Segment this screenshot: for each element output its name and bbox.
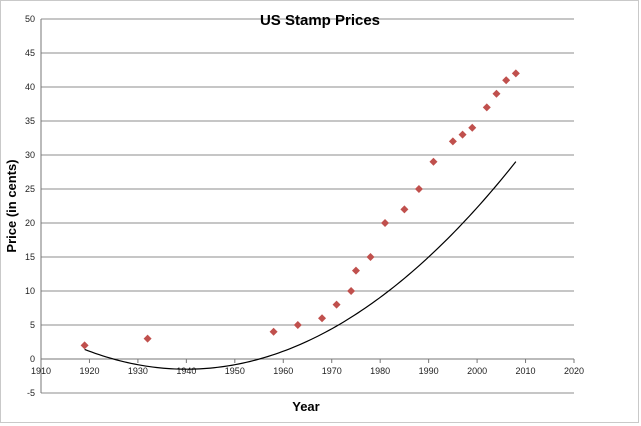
trendline-layer <box>84 161 517 370</box>
data-point <box>458 130 467 139</box>
y-tick-label: 35 <box>25 116 35 126</box>
x-tick-label: 1940 <box>176 366 196 376</box>
x-tick-label: 1930 <box>128 366 148 376</box>
x-tick-label: 1950 <box>225 366 245 376</box>
data-point <box>366 253 375 261</box>
y-tick-label: 0 <box>30 354 35 364</box>
data-point <box>332 300 341 309</box>
grid-lines <box>41 18 574 394</box>
y-tick-label: 20 <box>25 218 35 228</box>
data-point <box>347 287 356 295</box>
y-tick-label: 25 <box>25 184 35 194</box>
data-point <box>482 103 491 112</box>
data-point <box>269 327 278 336</box>
polynomial-trendline <box>84 161 517 370</box>
y-tick-label: -5 <box>27 388 35 398</box>
data-point <box>80 341 89 350</box>
chart-title: US Stamp Prices <box>260 12 380 29</box>
data-point <box>492 89 501 98</box>
x-tick-label: 1980 <box>370 366 390 376</box>
data-point <box>429 157 438 166</box>
x-tick-label: 1920 <box>79 366 99 376</box>
data-point <box>511 69 520 78</box>
x-tick-label: 2010 <box>516 366 536 376</box>
x-tick-label: 1970 <box>322 366 342 376</box>
data-point <box>351 266 360 275</box>
data-point <box>400 205 409 214</box>
x-axis-title: Year <box>292 399 319 414</box>
y-tick-label: 15 <box>25 252 35 262</box>
y-tick-label: 10 <box>25 286 35 296</box>
y-tick-label: 40 <box>25 82 35 92</box>
x-tick-label: 2020 <box>564 366 584 376</box>
data-points <box>80 69 520 350</box>
data-point <box>381 219 390 227</box>
data-point <box>502 76 511 85</box>
data-point <box>468 123 477 132</box>
data-point <box>448 137 457 146</box>
x-tick-label: 1990 <box>419 366 439 376</box>
data-point <box>414 185 423 193</box>
axes <box>40 19 575 393</box>
y-tick-label: 5 <box>30 320 35 330</box>
data-point <box>143 334 152 343</box>
x-tick-label: 2000 <box>467 366 487 376</box>
x-tick-label: 1910 <box>31 366 51 376</box>
data-point <box>318 314 327 323</box>
tick-labels: -5 0 5 10 15 20 25 30 35 40 45 50 1910 1920 1930 1940 19… <box>25 14 584 398</box>
data-point <box>293 321 302 329</box>
y-tick-label: 45 <box>25 48 35 58</box>
y-axis-title: Price (in cents) <box>4 159 19 252</box>
y-tick-label: 30 <box>25 150 35 160</box>
x-tick-label: 1960 <box>273 366 293 376</box>
y-tick-label: 50 <box>25 14 35 24</box>
